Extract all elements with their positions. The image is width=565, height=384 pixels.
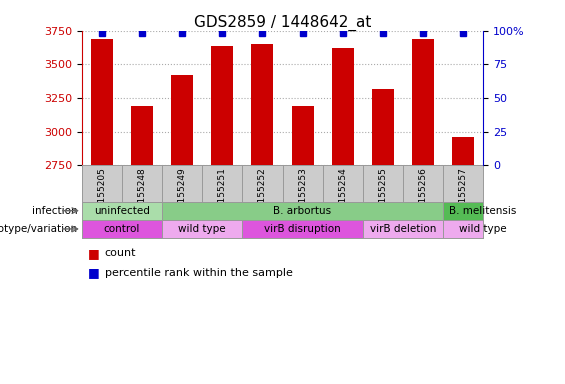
Bar	[162, 202, 443, 220]
Text: genotype/variation: genotype/variation	[0, 224, 78, 234]
Bar	[443, 220, 523, 238]
Text: percentile rank within the sample: percentile rank within the sample	[105, 268, 293, 278]
Text: ■: ■	[88, 266, 99, 279]
Text: GSM155255: GSM155255	[379, 167, 387, 222]
Bar	[91, 39, 113, 384]
Text: B. arbortus: B. arbortus	[273, 206, 332, 216]
Bar	[162, 220, 242, 238]
Text: count: count	[105, 248, 136, 258]
Text: GSM155257: GSM155257	[459, 167, 467, 222]
Bar	[372, 89, 394, 384]
Bar	[82, 202, 162, 220]
Text: control: control	[104, 224, 140, 234]
Text: infection: infection	[32, 206, 78, 216]
Bar	[251, 44, 273, 384]
Bar	[292, 106, 314, 384]
Bar	[171, 75, 193, 384]
Title: GDS2859 / 1448642_at: GDS2859 / 1448642_at	[194, 15, 371, 31]
Text: GSM155249: GSM155249	[178, 167, 186, 222]
Bar	[443, 202, 523, 220]
Text: GSM155205: GSM155205	[98, 167, 106, 222]
Text: ■: ■	[88, 247, 99, 260]
Text: GSM155251: GSM155251	[218, 167, 227, 222]
Text: GSM155254: GSM155254	[338, 167, 347, 222]
Text: B. melitensis: B. melitensis	[449, 206, 517, 216]
Text: GSM155252: GSM155252	[258, 167, 267, 222]
Bar	[412, 39, 434, 384]
Bar	[211, 46, 233, 384]
Text: wild type: wild type	[459, 224, 507, 234]
Bar	[242, 220, 363, 238]
Bar	[452, 137, 474, 384]
Bar	[82, 220, 162, 238]
Text: GSM155253: GSM155253	[298, 167, 307, 222]
Bar	[131, 106, 153, 384]
Bar	[363, 220, 443, 238]
Text: GSM155248: GSM155248	[138, 167, 146, 222]
Text: GSM155256: GSM155256	[419, 167, 427, 222]
Text: virB deletion: virB deletion	[370, 224, 436, 234]
Bar	[332, 48, 354, 384]
Text: uninfected: uninfected	[94, 206, 150, 216]
Text: virB disruption: virB disruption	[264, 224, 341, 234]
Text: wild type: wild type	[179, 224, 226, 234]
